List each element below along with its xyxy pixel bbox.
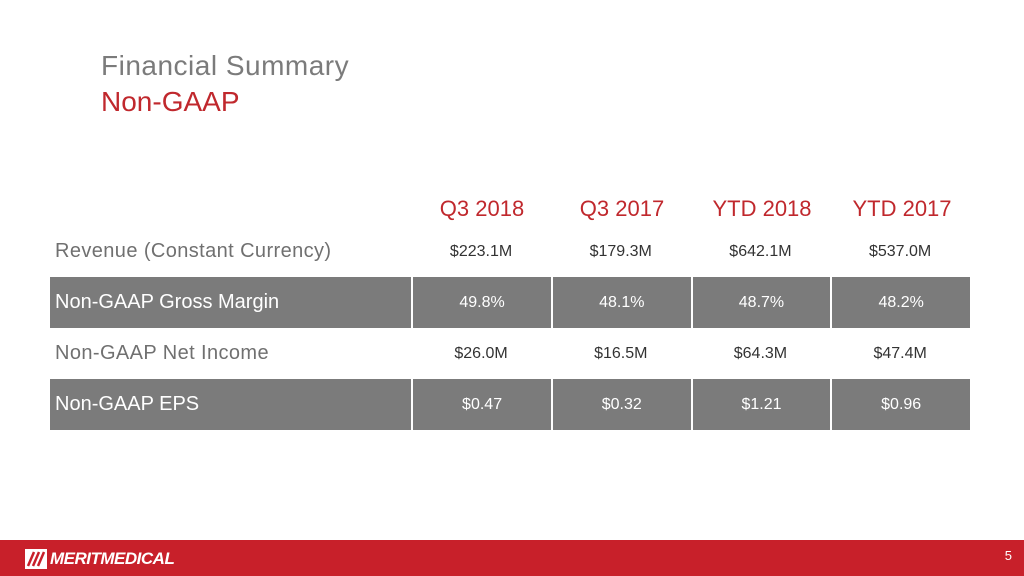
cell-value: 49.8% xyxy=(411,277,551,328)
cell-value: 48.2% xyxy=(830,277,970,328)
page-number: 5 xyxy=(1004,548,1012,563)
cell-value: 48.1% xyxy=(550,277,691,328)
cell-value: $0.96 xyxy=(830,379,970,430)
cell-value: $642.1M xyxy=(729,242,792,260)
cell-value: $16.5M xyxy=(594,344,648,362)
row-label: Non-GAAP EPS xyxy=(55,393,200,415)
column-header: YTD 2018 xyxy=(712,196,812,221)
cell-value: $179.3M xyxy=(589,242,652,260)
table-row: Revenue (Constant Currency) $223.1M $179.3… xyxy=(50,226,970,277)
cell-value: 48.7% xyxy=(690,277,831,328)
cell-value: $47.4M xyxy=(873,344,927,362)
column-header: Q3 2017 xyxy=(579,196,665,221)
row-label: Revenue (Constant Currency) xyxy=(55,240,332,262)
row-label: Non-GAAP Net Income xyxy=(55,342,269,364)
table-row: Non-GAAP EPS $0.47 $0.32 $1.21 $0.96 xyxy=(50,379,970,430)
title: Financial Summary xyxy=(101,50,350,81)
subtitle: Non-GAAP xyxy=(101,86,240,117)
cell-value: $223.1M xyxy=(449,242,513,260)
table-row: Non-GAAP Net Income $26.0M $16.5M $64.3M $47… xyxy=(50,328,970,379)
row-label: Non-GAAP Gross Margin xyxy=(55,291,280,313)
logo: MERITMEDICAL xyxy=(50,549,175,568)
cell-value: $537.0M xyxy=(868,242,932,260)
cell-value: $0.32 xyxy=(550,379,691,430)
column-header: YTD 2017 xyxy=(852,196,952,221)
table-row: Non-GAAP Gross Margin 49.8% 48.1% 48.7% 48.2… xyxy=(50,277,970,328)
cell-value: $1.21 xyxy=(690,379,831,430)
column-header: Q3 2018 xyxy=(439,196,525,221)
cell-value: $26.0M xyxy=(454,344,508,362)
logo-icon xyxy=(25,549,47,569)
footer: MERITMEDICAL 5 xyxy=(0,540,1024,576)
cell-value: $0.47 xyxy=(411,379,551,430)
cell-value: $64.3M xyxy=(733,344,788,362)
